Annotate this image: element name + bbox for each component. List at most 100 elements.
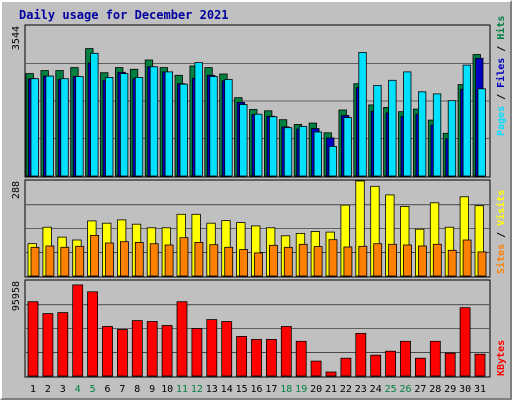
bar-kbytes	[42, 313, 54, 377]
chart-title: Daily usage for December 2021	[19, 8, 229, 22]
legend-hits: Hits	[495, 16, 507, 40]
top-legend: Pages / Files / Hits	[495, 16, 507, 136]
bar-pages	[120, 73, 129, 177]
bar-pages	[75, 76, 84, 177]
bar-sites	[134, 241, 144, 277]
bar-sites	[477, 251, 487, 277]
svg-text:Pages / Files / Hits: Pages / Files / Hits	[495, 16, 507, 136]
top-ymax-label: 3544	[11, 26, 22, 50]
bar-sites	[298, 243, 308, 277]
svg-text:Sites / Visits: Sites / Visits	[495, 190, 507, 274]
bar-pages	[283, 127, 293, 177]
bar-pages	[30, 78, 39, 177]
bar-pages	[179, 83, 188, 177]
bar-kbytes	[325, 371, 337, 377]
bar-pages	[432, 93, 442, 177]
legend-sep: /	[496, 88, 507, 106]
bar-sites	[45, 245, 55, 277]
bar-pages	[60, 78, 69, 177]
day-labels: 1 2 3 4 5 6 7 8 9 10 11 12 13 14 15 16 17 18 19 20 21 22 23 24 2…	[30, 384, 486, 395]
bar-sites	[30, 246, 40, 277]
middle-ymax-label: 288	[11, 181, 22, 199]
bar-pages	[194, 62, 203, 177]
bar-sites	[328, 239, 338, 277]
day-label: 14	[221, 384, 233, 395]
legend-pages: Pages	[496, 106, 507, 136]
bar-sites	[105, 242, 114, 277]
bar-kbytes	[400, 340, 411, 377]
bar-sites	[149, 243, 159, 277]
bottom-legend: KBytes	[496, 340, 507, 376]
bar-kbytes	[102, 326, 113, 377]
bar-kbytes	[191, 328, 203, 377]
bar-pages	[239, 104, 248, 177]
legend-kbytes: KBytes	[496, 340, 507, 376]
bar-pages	[209, 76, 218, 177]
bar-pages	[358, 52, 367, 177]
day-label: 18	[280, 384, 292, 395]
bar-sites	[343, 246, 353, 277]
bar-kbytes	[474, 353, 486, 377]
bar-sites	[239, 249, 249, 277]
legend-sites: Sites	[495, 244, 507, 274]
day-label: 29	[444, 384, 456, 395]
bar-sites	[373, 243, 383, 277]
day-label: 8	[134, 384, 140, 395]
bar-kbytes	[370, 354, 382, 377]
bar-sites	[358, 245, 368, 277]
bar-kbytes	[429, 340, 441, 377]
day-label: 4	[75, 384, 81, 395]
bar-pages	[373, 85, 382, 177]
bar-pages	[388, 79, 397, 177]
day-label: 22	[340, 384, 352, 395]
bar-kbytes	[265, 338, 277, 377]
day-label: 19	[295, 384, 307, 395]
bar-pages	[45, 75, 54, 177]
bar-sites	[417, 245, 427, 277]
day-label: 28	[429, 384, 441, 395]
legend-files: Files	[495, 58, 507, 88]
bar-kbytes	[355, 332, 367, 377]
bar-sites	[120, 241, 129, 277]
bar-pages	[164, 71, 174, 177]
day-label: 23	[355, 384, 367, 395]
bar-sites	[224, 246, 234, 277]
bar-sites	[164, 244, 174, 277]
bar-sites	[403, 244, 412, 277]
bar-kbytes	[340, 357, 352, 377]
day-label: 11	[176, 384, 188, 395]
bar-kbytes	[280, 326, 292, 377]
bar-sites	[313, 246, 323, 277]
bar-sites	[268, 244, 278, 277]
bar-pages	[313, 131, 323, 177]
bar-pages	[403, 71, 412, 177]
day-label: 5	[90, 384, 96, 395]
bar-sites	[90, 234, 99, 277]
bottom-ymax-label: 95958	[11, 281, 22, 311]
day-label: 20	[310, 384, 322, 395]
bar-kbytes	[385, 350, 397, 377]
bar-kbytes	[251, 338, 262, 377]
svg-text:KBytes: KBytes	[496, 340, 507, 376]
bar-sites	[179, 237, 189, 277]
day-label: 16	[250, 384, 262, 395]
bar-pages	[268, 116, 278, 177]
bar-pages	[477, 88, 486, 177]
bar-sites	[60, 246, 70, 277]
bar-kbytes	[221, 321, 233, 377]
bars-group	[25, 48, 487, 377]
bar-sites	[462, 239, 472, 277]
bar-pages	[343, 117, 352, 177]
day-label: 7	[119, 384, 125, 395]
bar-sites	[447, 249, 457, 277]
day-label: 10	[161, 384, 173, 395]
bar-pages	[298, 126, 308, 177]
bar-kbytes	[414, 357, 426, 377]
legend-sep: /	[496, 226, 507, 244]
day-label: 27	[414, 384, 426, 395]
day-label: 12	[191, 384, 203, 395]
bar-pages	[462, 64, 472, 177]
bar-pages	[254, 113, 263, 177]
bar-sites	[388, 243, 398, 277]
day-label: 24	[370, 384, 382, 395]
